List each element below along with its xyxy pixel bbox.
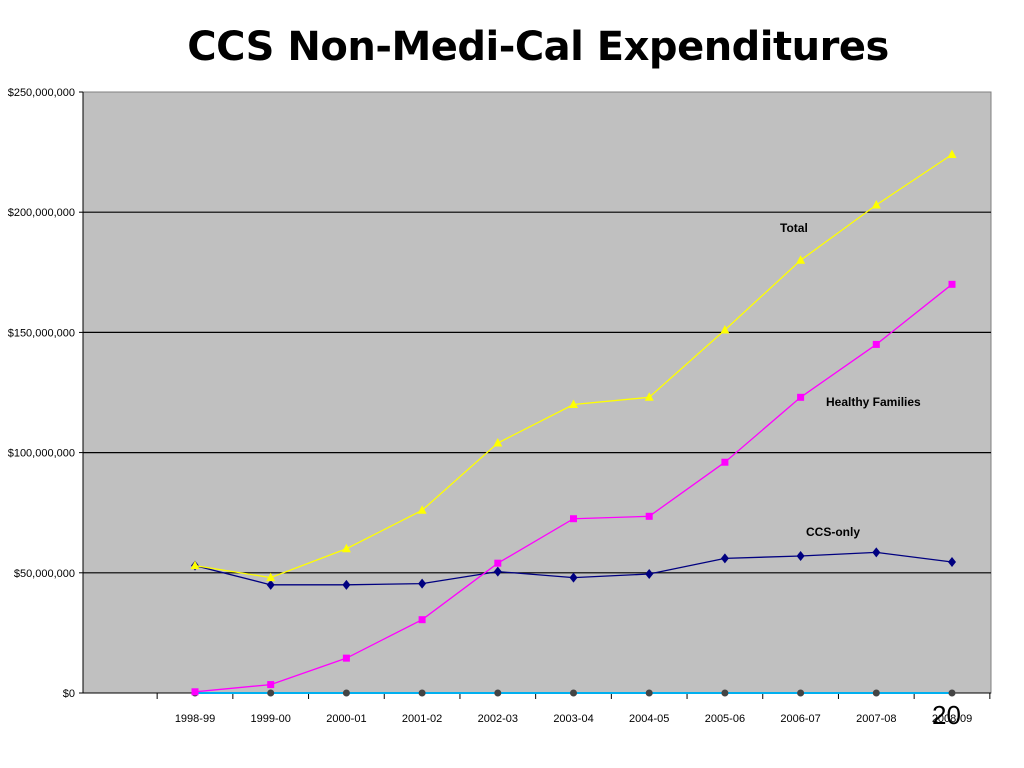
series-total-marker	[190, 560, 200, 570]
series-healthy-families-marker	[645, 512, 653, 520]
series-label-healthy-families: Healthy Families	[826, 395, 921, 409]
series-total-marker	[796, 255, 806, 264]
y-tick-label: $200,000,000	[8, 207, 75, 219]
tick-labels: $0 $50,000,000 $100,000,000 $150,000,000 $20…	[8, 87, 972, 725]
series-ccs-only-marker	[796, 550, 805, 561]
x-tick-label: 2000-01	[326, 713, 366, 725]
x-tick-label: 2005-06	[705, 713, 745, 725]
x-tick-label: 2006-07	[780, 713, 820, 725]
series-label-ccs-only: CCS-only	[806, 525, 860, 539]
y-tick-label: $50,000,000	[14, 568, 75, 580]
series-annotations: Total Healthy Families CCS-only	[780, 221, 921, 539]
y-tick-label: $0	[63, 688, 75, 700]
series-total-marker	[871, 199, 881, 209]
series-baseline-marker	[721, 689, 729, 697]
x-tick-label: 2001-02	[402, 713, 442, 725]
series-ccs-only-marker	[645, 569, 654, 580]
x-tick-label: 2007-08	[856, 713, 896, 725]
x-tick-label: 2004-05	[629, 713, 669, 725]
x-tick-label: 2008-09	[932, 713, 972, 725]
y-tick-label: $250,000,000	[8, 87, 75, 99]
series-ccs-only-marker	[569, 572, 578, 583]
series-ccs-only	[191, 547, 956, 590]
series-baseline-marker	[797, 689, 805, 697]
series-total-marker	[569, 399, 578, 409]
series-baseline-marker	[872, 689, 880, 697]
series-ccs-only-marker	[418, 578, 427, 589]
series-baseline-marker	[570, 689, 577, 697]
series-total-marker	[493, 437, 503, 447]
x-tick-label: 1998-99	[175, 713, 215, 725]
slide-title: CCS Non-Medi-Cal Expenditures	[187, 24, 889, 70]
series-healthy-families-marker	[797, 393, 805, 401]
x-tick-label: 2002-03	[478, 713, 518, 725]
series-ccs-only-marker	[342, 579, 351, 590]
series-lines	[190, 149, 957, 697]
plot-area	[82, 91, 992, 694]
series-healthy-families-marker	[267, 681, 275, 689]
series-ccs-only-marker	[948, 556, 956, 567]
y-tick-label: $150,000,000	[8, 327, 75, 339]
series-total-marker	[417, 505, 427, 514]
page-number: 20	[932, 700, 961, 730]
series-baseline-marker	[494, 689, 502, 697]
series-baseline-marker	[267, 689, 275, 697]
series-label-total: Total	[780, 221, 808, 235]
series-total	[190, 149, 957, 582]
series-healthy-families-marker	[948, 280, 956, 288]
series-ccs-only-marker	[872, 547, 881, 558]
series-healthy-families-marker	[191, 688, 199, 696]
x-tick-label: 1999-00	[251, 713, 291, 725]
series-ccs-only-marker	[266, 579, 275, 590]
series-healthy-families-marker	[494, 559, 502, 567]
series-healthy-families	[191, 280, 956, 696]
series-healthy-families-marker	[342, 654, 350, 662]
series-ccs-only-marker	[720, 553, 729, 564]
series-baseline-marker	[948, 689, 956, 697]
series-total-marker	[266, 572, 276, 582]
series-total-marker	[720, 324, 730, 334]
series-healthy-families-marker	[418, 616, 426, 624]
series-baseline-marker	[645, 689, 653, 697]
x-tick-label: 2003-04	[553, 713, 593, 725]
series-ccs-only-marker	[493, 566, 502, 577]
gridlines	[83, 211, 991, 574]
series-healthy-families-marker	[721, 458, 729, 466]
y-tick-label: $100,000,000	[8, 448, 75, 460]
series-baseline-marker	[418, 689, 426, 697]
series-healthy-families-marker	[872, 340, 880, 348]
series-baseline-marker	[342, 689, 350, 697]
series-healthy-families-marker	[570, 515, 577, 523]
series-total-marker	[947, 149, 957, 159]
series-total-marker	[644, 392, 654, 401]
series-total-marker	[341, 543, 351, 553]
